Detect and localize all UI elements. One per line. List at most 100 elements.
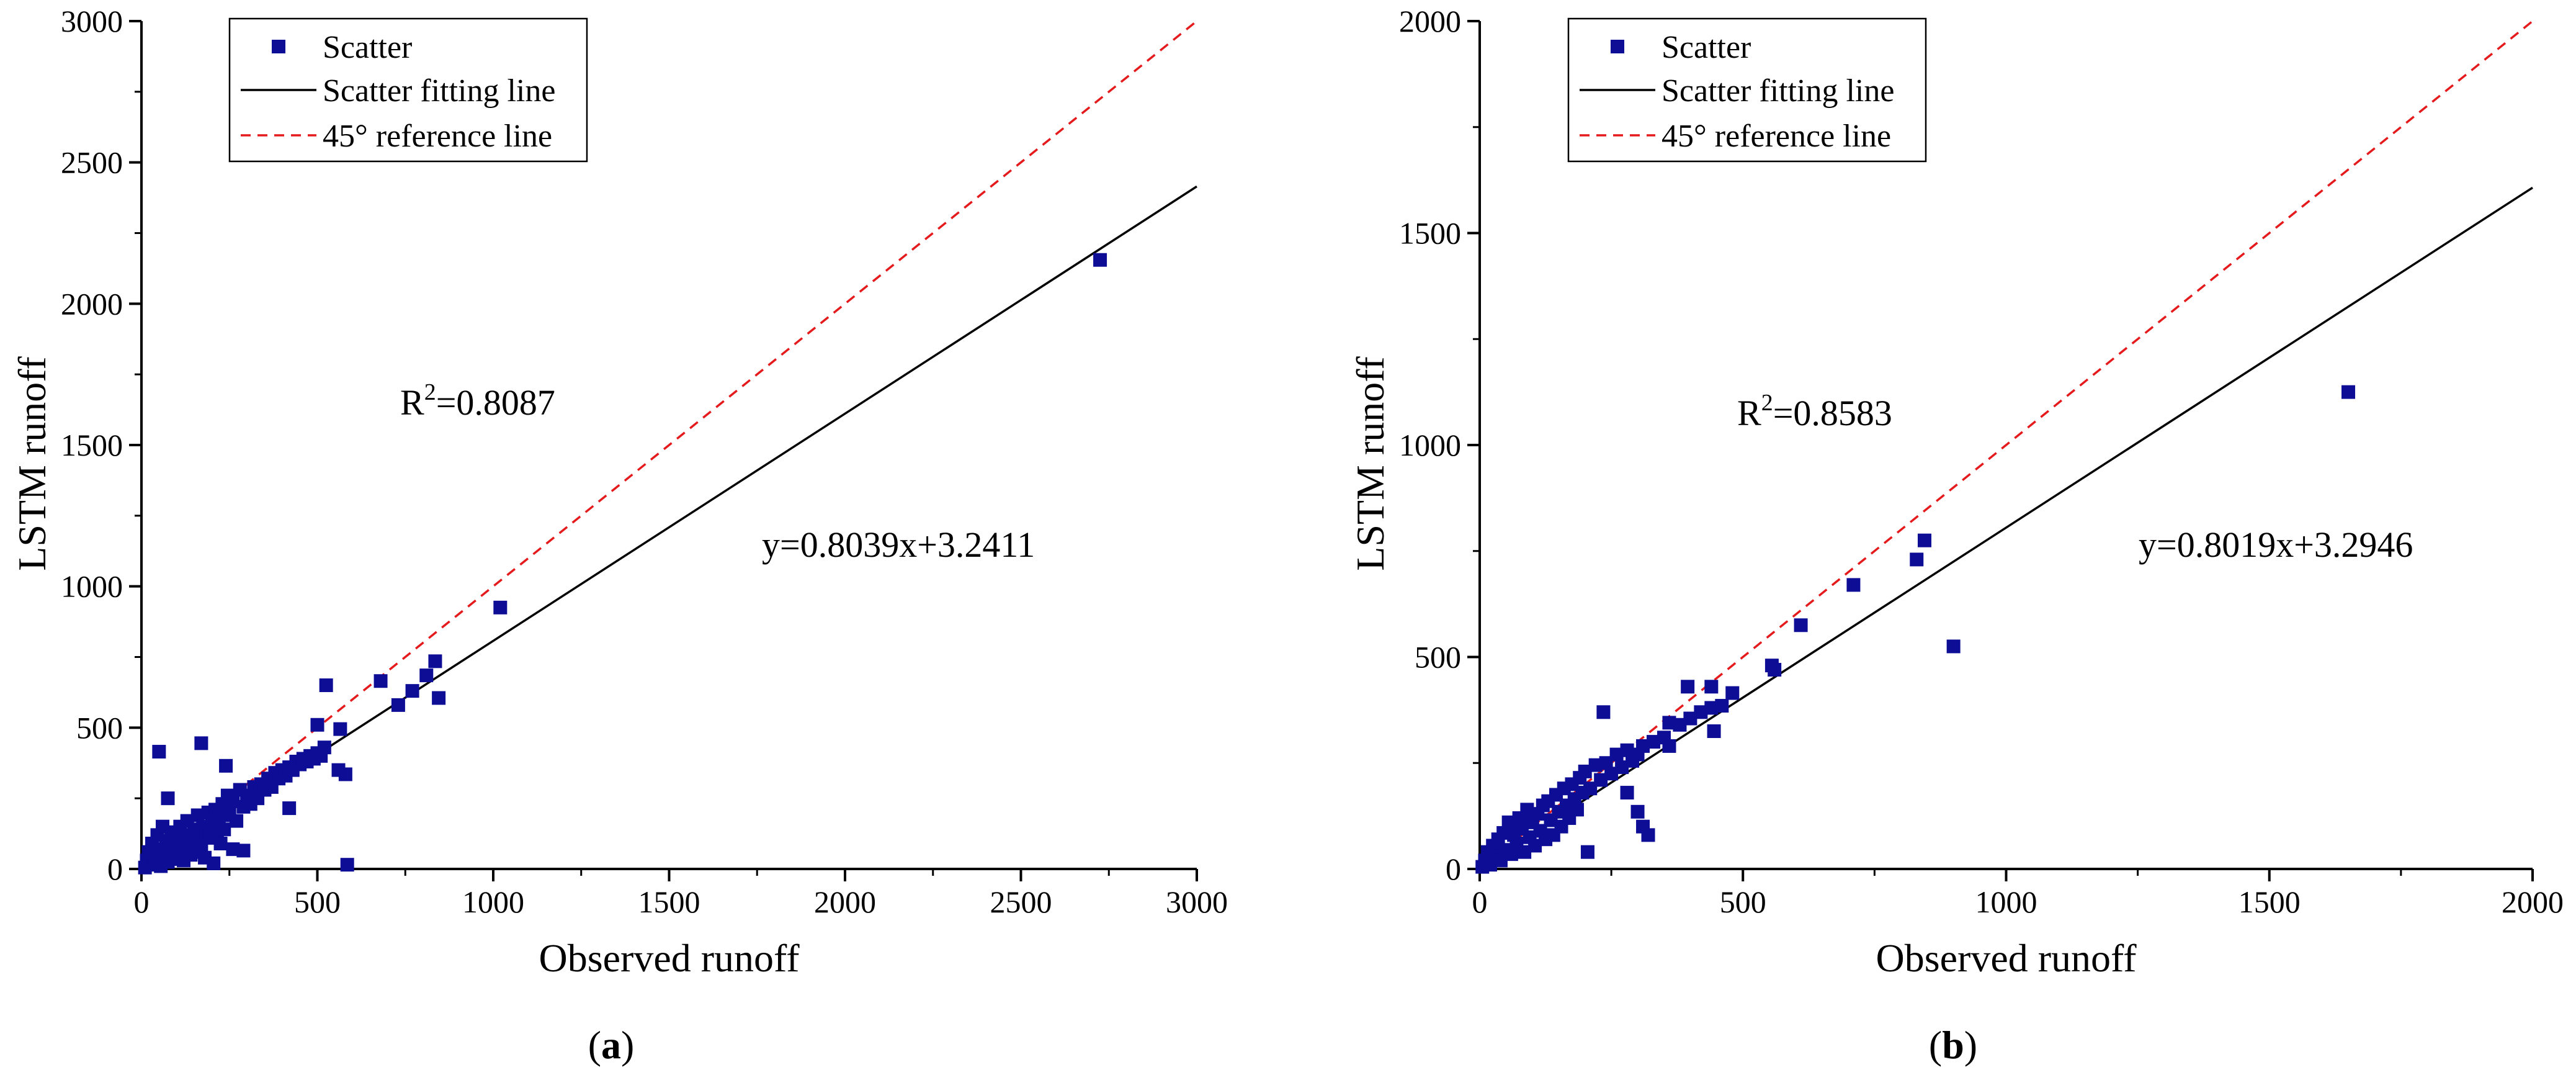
legend-box xyxy=(1567,17,1927,163)
scatter-point xyxy=(1725,686,1740,700)
scatter-point xyxy=(1580,845,1594,859)
scatter-point xyxy=(1609,747,1624,762)
scatter-point xyxy=(1570,803,1584,817)
y-tick-label: 1500 xyxy=(61,428,123,462)
scatter-point xyxy=(338,767,352,781)
scatter-point xyxy=(219,758,233,773)
y-tick-label: 1500 xyxy=(1399,216,1461,251)
r-squared-label: R2=0.8087 xyxy=(400,379,555,423)
regression-equation: y=0.8039x+3.2411 xyxy=(762,524,1035,565)
y-tick-label: 500 xyxy=(76,710,123,745)
scatter-point xyxy=(1647,735,1661,749)
scatter-point xyxy=(1504,847,1518,862)
scatter-point xyxy=(317,740,331,755)
y-tick-label: 1000 xyxy=(1399,428,1461,462)
y-tick-label: 2000 xyxy=(61,286,123,321)
scatter-point xyxy=(282,801,297,816)
scatter-point xyxy=(493,600,508,614)
scatter-point xyxy=(207,856,221,870)
legend-entry-label: Scatter xyxy=(1661,30,1751,65)
scatter-point xyxy=(1662,739,1676,753)
scatter-point xyxy=(217,822,231,837)
chart-panel-b: 0 500 1000 1500 2000 0 500 1000 1500 2000 Observed… xyxy=(1348,4,2564,1067)
x-tick-label: 2000 xyxy=(2502,884,2564,919)
scatter-point xyxy=(391,698,405,712)
scatter-point xyxy=(1641,828,1655,842)
r-squared-superscript: 2 xyxy=(424,379,436,405)
scatter-point xyxy=(1704,680,1719,694)
scatter-point xyxy=(1681,680,1695,694)
scatter-point xyxy=(1662,716,1676,730)
x-tick-label: 1500 xyxy=(638,884,700,919)
x-axis-title: Observed runoff xyxy=(1876,936,2137,980)
scatter-point xyxy=(1578,764,1592,778)
scatter-point xyxy=(1493,853,1508,868)
y-tick-label: 3000 xyxy=(61,4,123,38)
subfigure-close-paren: ) xyxy=(621,1023,634,1067)
scatter-point xyxy=(1501,815,1516,829)
chart-panel-a: 0 500 1000 1500 2000 2500 3000 0 500 1000 1500 2000… xyxy=(10,4,1228,1067)
scatter-point xyxy=(1694,705,1708,719)
legend-entry-label: Scatter xyxy=(323,30,412,65)
scatter-point xyxy=(428,654,442,668)
scatter-point xyxy=(1715,699,1729,713)
scatter-point xyxy=(1704,701,1719,715)
reference-line xyxy=(1478,20,2534,870)
scatter-point xyxy=(432,691,446,705)
y-axis-title: LSTM runoff xyxy=(10,356,54,571)
scatter-point xyxy=(373,674,388,688)
scatter-point xyxy=(319,678,333,693)
scatter-point xyxy=(1917,533,1931,547)
r-squared-symbol: R xyxy=(400,382,424,423)
scatter-point xyxy=(1707,724,1721,739)
r-squared-value: =0.8583 xyxy=(1773,393,1892,433)
scatter-point xyxy=(1683,711,1697,726)
r-squared-symbol: R xyxy=(1737,393,1761,433)
scatter-point xyxy=(213,837,228,851)
scatter-point xyxy=(2341,385,2356,399)
legend: Scatter Scatter fitting line 45° reference… xyxy=(1567,17,1927,163)
scatter-point xyxy=(1588,758,1603,772)
scatter-point xyxy=(1794,618,1808,632)
scatter-point xyxy=(190,808,205,822)
scatter-point xyxy=(333,722,347,736)
scatter-point xyxy=(1946,639,1961,654)
scatter-point xyxy=(1620,743,1634,757)
r-squared-label: R2=0.8583 xyxy=(1737,390,1892,433)
subfigure-letter: b xyxy=(1942,1023,1964,1067)
subfigure-open-paren: ( xyxy=(588,1023,601,1067)
y-tick-label: 2000 xyxy=(1399,4,1461,38)
scatter-point xyxy=(226,794,240,808)
legend-entry-label: 45° reference line xyxy=(1661,119,1891,154)
scatter-point xyxy=(1518,845,1532,859)
r-squared-superscript: 2 xyxy=(1761,390,1773,416)
scatter-point xyxy=(1910,552,1924,567)
subfigure-label: (a) xyxy=(588,1023,635,1067)
legend-entry-label: 45° reference line xyxy=(323,119,552,154)
subfigure-letter: a xyxy=(601,1023,621,1067)
y-tick-label: 2500 xyxy=(61,145,123,180)
subfigure-label: (b) xyxy=(1929,1023,1977,1067)
x-tick-label: 0 xyxy=(134,884,150,919)
scatter-point xyxy=(405,684,419,698)
y-tick-label: 1000 xyxy=(61,569,123,604)
scatter-point xyxy=(1673,718,1687,732)
x-tick-label: 1500 xyxy=(2238,884,2301,919)
regression-equation: y=0.8019x+3.2946 xyxy=(2139,524,2413,565)
scatter-point xyxy=(1520,803,1534,817)
x-tick-label: 2500 xyxy=(990,884,1052,919)
y-tick-label: 0 xyxy=(107,852,123,886)
legend-scatter-marker xyxy=(1611,40,1624,53)
y-tick-label: 500 xyxy=(1415,640,1461,675)
scatter-point xyxy=(1093,253,1107,267)
scatter-point xyxy=(1528,839,1542,853)
scatter-point xyxy=(1594,773,1608,787)
scatter-point xyxy=(152,745,166,759)
x-tick-label: 3000 xyxy=(1166,884,1228,919)
x-axis-title: Observed runoff xyxy=(539,936,800,980)
x-tick-label: 500 xyxy=(294,884,341,919)
scatter-point xyxy=(194,736,208,750)
scatter-point xyxy=(236,844,251,858)
scatter-point xyxy=(1599,756,1613,770)
